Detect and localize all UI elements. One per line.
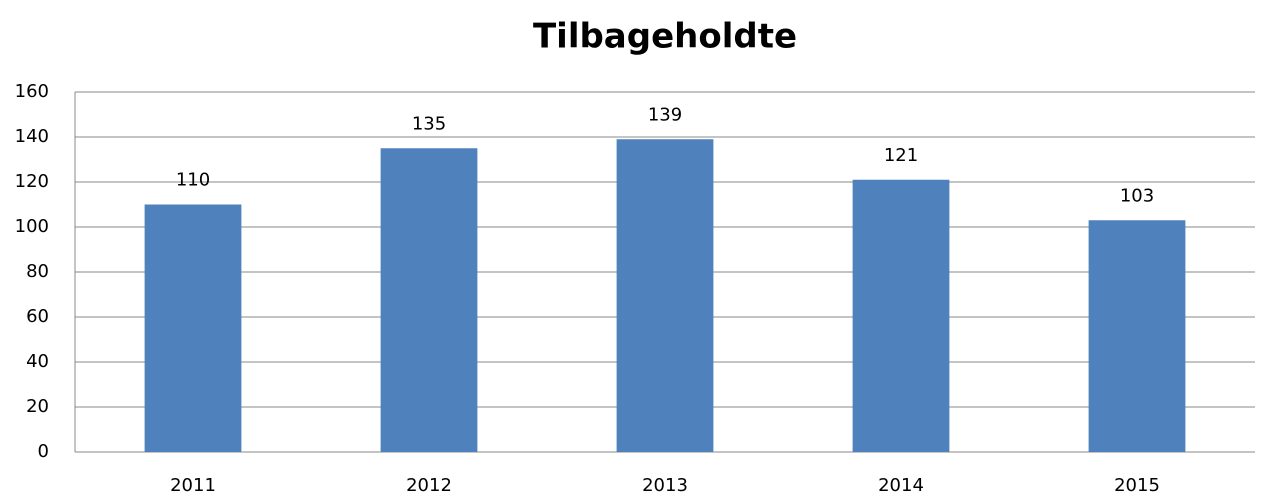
data-label: 139: [648, 104, 682, 125]
y-tick-label: 0: [38, 441, 49, 462]
bar: [852, 179, 950, 452]
x-tick-label: 2014: [878, 475, 924, 496]
bar: [1088, 220, 1186, 452]
y-tick-label: 20: [26, 396, 49, 417]
y-tick-label: 60: [26, 306, 49, 327]
data-label: 121: [884, 145, 918, 166]
x-tick-label: 2011: [170, 475, 216, 496]
chart-title: Tilbageholdte: [533, 17, 797, 57]
y-tick-label: 100: [15, 216, 49, 237]
bar: [616, 139, 714, 452]
bar: [144, 204, 242, 452]
x-tick-label: 2013: [642, 475, 688, 496]
y-tick-label: 120: [15, 171, 49, 192]
x-tick-label: 2012: [406, 475, 452, 496]
data-label: 103: [1120, 185, 1154, 206]
bar: [380, 148, 478, 452]
data-label: 110: [176, 170, 210, 191]
y-tick-label: 160: [15, 81, 49, 102]
y-tick-label: 80: [26, 261, 49, 282]
x-tick-label: 2015: [1114, 475, 1160, 496]
y-tick-label: 140: [15, 126, 49, 147]
data-label: 135: [412, 113, 446, 134]
y-tick-label: 40: [26, 351, 49, 372]
